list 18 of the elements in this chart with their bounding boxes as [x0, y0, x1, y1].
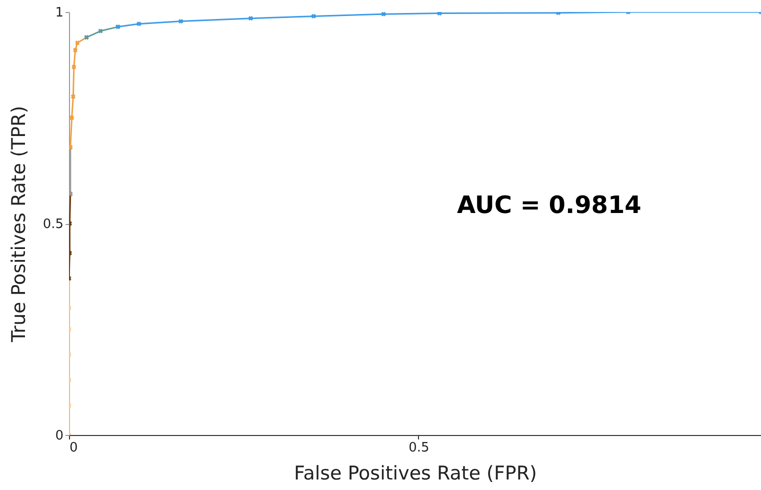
- point: [72, 48, 78, 52]
- y-tick-label: 0.5: [42, 217, 64, 232]
- point: [178, 18, 184, 24]
- point: [311, 14, 316, 19]
- point: [136, 22, 142, 26]
- point: [72, 64, 76, 70]
- point: [75, 40, 80, 46]
- point: [381, 12, 386, 16]
- annotation: AUC = 0.9814: [457, 191, 642, 219]
- x-axis-title: False Positives Rate (FPR): [294, 462, 537, 484]
- point: [70, 94, 76, 99]
- point: [98, 28, 103, 34]
- y-tick-label: 1: [55, 6, 64, 20]
- point: [437, 12, 442, 16]
- y-tick-label: 0: [55, 428, 64, 444]
- y-axis-title: True Positives Rate (TPR): [8, 106, 30, 344]
- point: [69, 115, 74, 120]
- point: [248, 16, 254, 21]
